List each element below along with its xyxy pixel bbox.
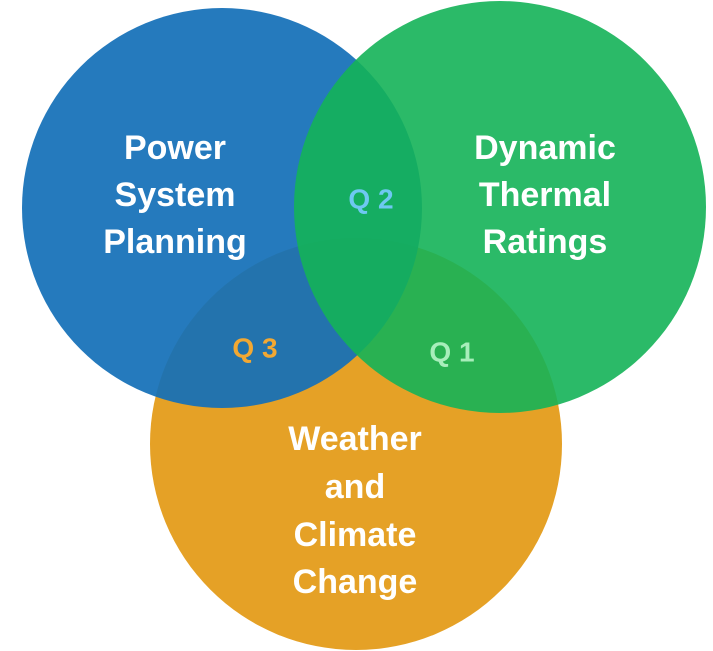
- circle-label: Power: [124, 129, 226, 167]
- circle-label: and: [325, 468, 385, 506]
- overlap-label: Q 1: [429, 336, 474, 367]
- overlap-label: Q 3: [232, 332, 277, 363]
- circle-thermal: [294, 1, 706, 413]
- circle-label: Thermal: [479, 176, 611, 214]
- circle-label: Weather: [288, 420, 422, 458]
- overlap-label: Q 2: [348, 183, 393, 214]
- circle-label: Planning: [103, 223, 247, 261]
- circle-label: Climate: [294, 516, 417, 554]
- circle-label: System: [115, 176, 236, 214]
- circle-label: Ratings: [483, 223, 608, 261]
- circle-label: Dynamic: [474, 129, 616, 167]
- circle-label: Change: [293, 563, 418, 601]
